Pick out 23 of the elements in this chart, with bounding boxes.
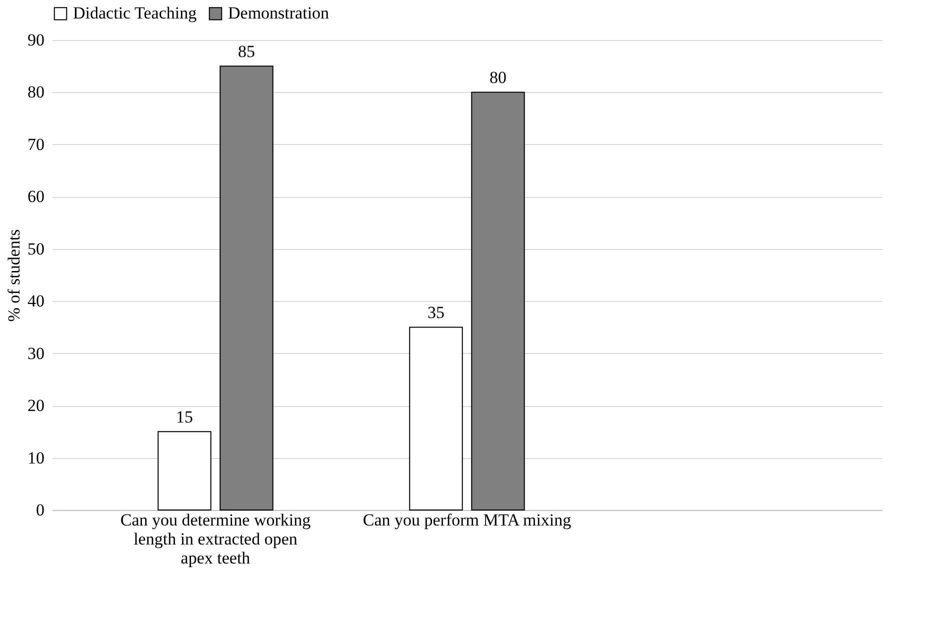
y-tick-label: 30 xyxy=(28,344,44,363)
y-tick-label: 60 xyxy=(28,187,44,206)
y-axis-title: % of students xyxy=(4,229,24,322)
y-tick-label: 40 xyxy=(28,292,44,311)
y-tick-label: 80 xyxy=(28,82,44,102)
legend-label: Didactic Teaching xyxy=(73,4,198,23)
y-tick-label: 90 xyxy=(28,30,44,50)
data-label: 35 xyxy=(427,303,444,322)
legend-label: Demonstration xyxy=(228,4,330,23)
y-tick-label: 50 xyxy=(28,239,44,258)
y-tick-label: 0 xyxy=(36,500,44,520)
y-tick-label: 20 xyxy=(28,396,44,416)
bar xyxy=(220,66,274,510)
x-tick-label: Can you perform MTA mixing xyxy=(362,510,572,530)
bar xyxy=(158,431,212,510)
data-label: 85 xyxy=(238,42,255,62)
bar xyxy=(471,92,525,510)
bar xyxy=(409,326,463,510)
x-tick-label: Can you determine working length in extracted open apex teeth xyxy=(120,510,312,568)
data-label: 15 xyxy=(176,408,193,427)
y-tick-label: 10 xyxy=(28,448,44,468)
y-tick-label: 70 xyxy=(28,134,44,154)
data-label: 80 xyxy=(490,68,507,88)
